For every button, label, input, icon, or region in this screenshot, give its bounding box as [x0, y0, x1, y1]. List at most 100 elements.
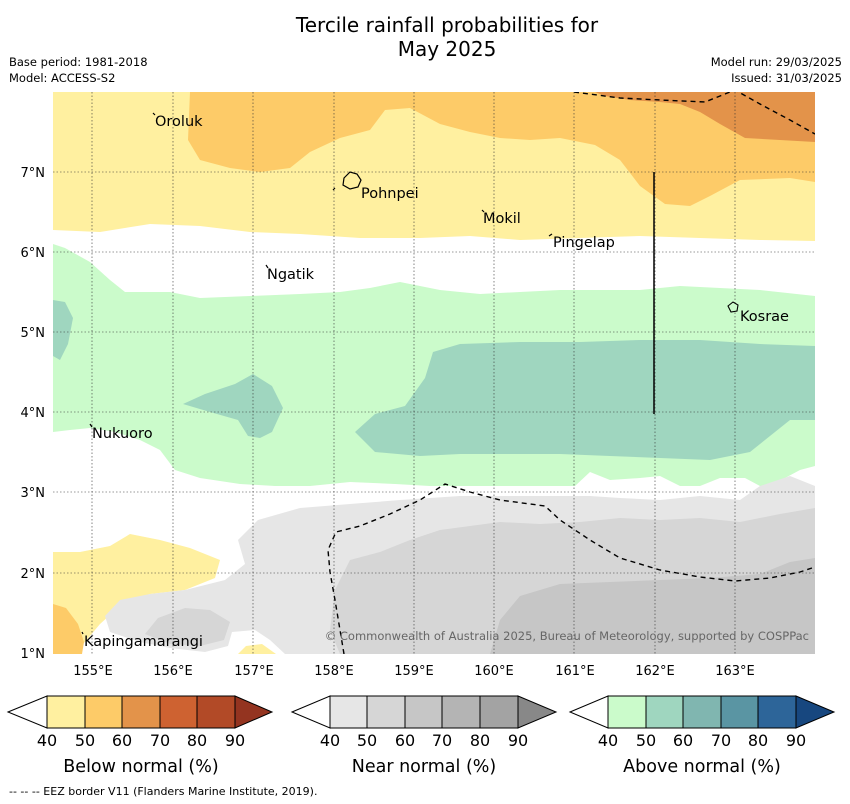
lon-tick-155: 155°E [73, 664, 113, 679]
legend-above-swatch-70-80 [720, 695, 759, 729]
below-normal-s-40-50-area [238, 644, 276, 654]
legend-above-tick-50: 50 [636, 731, 656, 750]
legend-near-tick-50: 50 [357, 731, 377, 750]
legend-above-tick-70: 70 [711, 731, 731, 750]
legend-above-arrow-high [795, 695, 836, 729]
legend-below-tick-70: 70 [150, 731, 170, 750]
place-label-kosrae: Kosrae [740, 309, 789, 325]
base-period: Base period: 1981-2018 [9, 55, 148, 69]
legend-below-title: Below normal (%) [63, 757, 218, 777]
oroluk-mark [152, 112, 156, 116]
legend-near-swatch-40-50 [329, 695, 368, 729]
legend-near-normal: 40 50 60 70 80 90 Near normal (%) [290, 695, 558, 777]
lon-tick-163: 163°E [715, 664, 755, 679]
lon-tick-160: 160°E [474, 664, 514, 679]
lon-tick-156: 156°E [153, 664, 193, 679]
legend-above-tick-90: 90 [786, 731, 806, 750]
legend-above-normal: 40 50 60 70 80 90 Above normal (%) [568, 695, 836, 777]
legend-below-swatch-70-80 [159, 695, 198, 729]
legend-above-swatch-40-50 [607, 695, 647, 729]
legend-below-tick-40: 40 [37, 731, 57, 750]
eez-border-north [573, 92, 815, 135]
copyright-text: © Commonwealth of Australia 2025, Bureau… [325, 629, 809, 643]
eez-border-south [327, 483, 815, 654]
near-normal-60-70-area [490, 558, 815, 654]
map-title: Tercile rainfall probabilities for May 2… [0, 13, 850, 61]
legend-near-tick-90: 90 [508, 731, 528, 750]
legend-above-tick-80: 80 [748, 731, 768, 750]
model-name: Model: ACCESS-S2 [9, 71, 116, 85]
legend-below-swatch-60-70 [121, 695, 161, 729]
lon-tick-157: 157°E [234, 664, 274, 679]
meta-right: Model run: 29/03/2025 Issued: 31/03/2025 [711, 54, 842, 86]
legend-near-title: Near normal (%) [352, 757, 497, 777]
lon-tick-161: 161°E [555, 664, 595, 679]
nukuoro-mark [89, 423, 93, 428]
legend-below-tick-60: 60 [112, 731, 132, 750]
lon-tick-159: 159°E [394, 664, 434, 679]
above-normal-50-60-east-area [355, 340, 815, 460]
above-normal-50-60-west-area [183, 374, 283, 438]
title-line-2: May 2025 [397, 37, 497, 61]
ngatik-mark [265, 264, 269, 269]
kosrae-island-outline [727, 301, 739, 313]
lon-tick-162: 162°E [635, 664, 675, 679]
legend-near-tick-70: 70 [432, 731, 452, 750]
legend-near-tick-40: 40 [320, 731, 340, 750]
lat-tick-1: 1°N [21, 647, 46, 662]
legend-above-title: Above normal (%) [623, 757, 781, 777]
near-normal-50-60-west-area [145, 608, 230, 646]
below-normal-sw-50-60-area [53, 604, 84, 654]
lat-tick-7: 7°N [21, 166, 46, 181]
above-normal-50-60-edge-area [53, 300, 73, 360]
place-label-kapingamarangi: Kapingamarangi [84, 634, 203, 650]
legend-near-arrow-high [517, 695, 558, 729]
lat-tick-5: 5°N [21, 326, 46, 341]
legend-above-swatch-50-60 [645, 695, 684, 729]
eez-footnote: -- -- -- EEZ border V11 (Flanders Marine… [9, 785, 318, 798]
legend-below-swatch-40-50 [46, 695, 86, 729]
legend-near-swatch-50-60 [366, 695, 406, 729]
kapinga-mark [81, 631, 84, 635]
mokil-mark [481, 209, 485, 213]
legend-below-arrow-high [234, 695, 274, 729]
below-normal-sw-40-50-area [53, 534, 220, 654]
pohnpei-island-outline [342, 171, 362, 190]
legend-above-tick-40: 40 [598, 731, 618, 750]
place-label-pohnpei: Pohnpei [361, 186, 419, 202]
lat-tick-6: 6°N [21, 246, 46, 261]
title-line-1: Tercile rainfall probabilities for [295, 13, 599, 37]
legend-near-swatch-80-90 [479, 695, 519, 729]
place-label-pingelap: Pingelap [553, 235, 615, 251]
legend-below-normal: 40 50 60 70 80 90 Below normal (%) [6, 695, 274, 777]
below-normal-50-60-area [188, 92, 815, 206]
near-normal-60-70-corner-area [775, 588, 815, 654]
place-label-nukuoro: Nukuoro [92, 426, 153, 442]
issued-date: Issued: 31/03/2025 [731, 71, 842, 85]
ant-atoll-mark [332, 187, 336, 191]
legend-near-tick-60: 60 [395, 731, 415, 750]
probability-field [53, 92, 815, 654]
lat-tick-4: 4°N [21, 406, 46, 421]
pingelap-mark [548, 233, 553, 237]
place-label-ngatik: Ngatik [267, 267, 315, 283]
legend-below-tick-90: 90 [225, 731, 245, 750]
place-label-mokil: Mokil [483, 211, 521, 227]
model-run: Model run: 29/03/2025 [710, 55, 842, 69]
legend-above-arrow-low [568, 695, 609, 729]
legend-below-tick-50: 50 [75, 731, 95, 750]
legend-above-tick-60: 60 [673, 731, 693, 750]
legend-above-swatch-60-70 [682, 695, 722, 729]
lat-tick-3: 3°N [21, 486, 46, 501]
meta-left: Base period: 1981-2018 Model: ACCESS-S2 [9, 54, 148, 86]
legend-near-tick-80: 80 [470, 731, 490, 750]
legend-above-swatch-80-90 [757, 695, 797, 729]
legend-below-tick-80: 80 [187, 731, 207, 750]
legend-below-arrow-low [6, 695, 48, 729]
legend-near-swatch-70-80 [441, 695, 481, 729]
lat-tick-2: 2°N [21, 567, 46, 582]
legend-below-swatch-80-90 [196, 695, 236, 729]
legend-below-swatch-50-60 [84, 695, 123, 729]
legend-near-arrow-low [290, 695, 331, 729]
